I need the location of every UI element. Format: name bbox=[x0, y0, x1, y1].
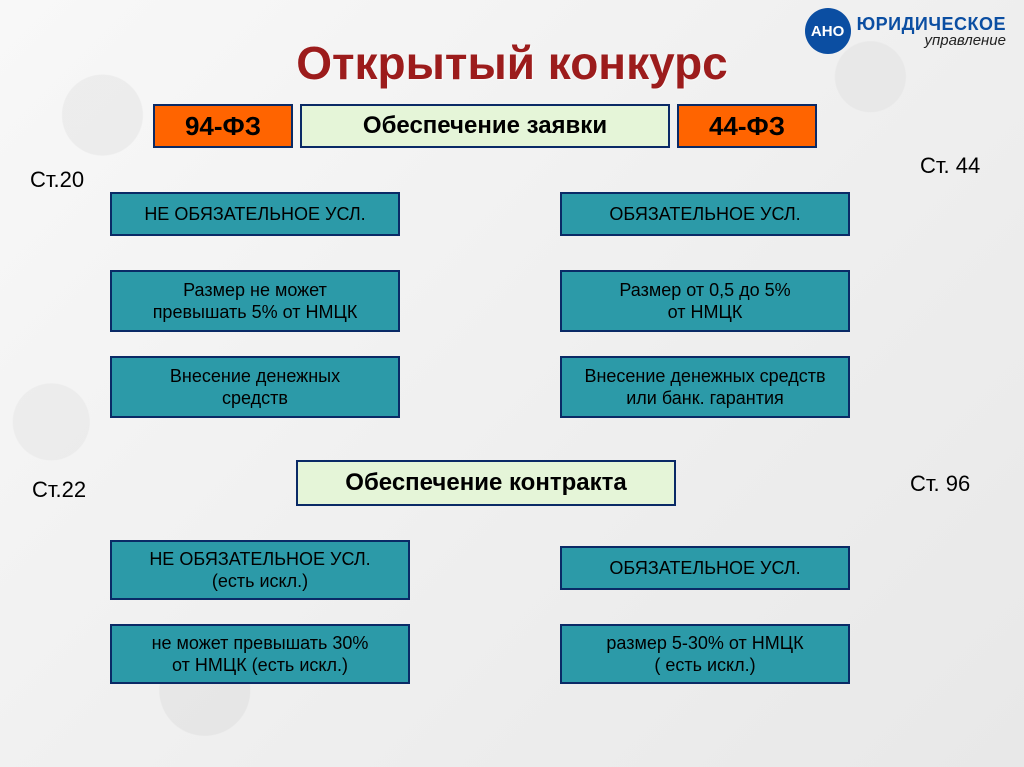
law-badge-44fz: 44-ФЗ bbox=[677, 104, 817, 148]
page-title: Открытый конкурс bbox=[0, 36, 1024, 90]
sec1-right-2: Внесение денежных средств или банк. гара… bbox=[560, 356, 850, 418]
article-label-top_left: Ст.20 bbox=[30, 166, 84, 194]
law-badge-94fz: 94-ФЗ bbox=[153, 104, 293, 148]
logo-line1: ЮРИДИЧЕСКОЕ bbox=[857, 15, 1006, 33]
article-label-top_right: Ст. 44 bbox=[920, 152, 980, 180]
sec1-left-1: Размер не может превышать 5% от НМЦК bbox=[110, 270, 400, 332]
sec1-left-0: НЕ ОБЯЗАТЕЛЬНОЕ УСЛ. bbox=[110, 192, 400, 236]
section-header-contract: Обеспечение контракта bbox=[296, 460, 676, 506]
sec1-right-0: ОБЯЗАТЕЛЬНОЕ УСЛ. bbox=[560, 192, 850, 236]
sec2-right-1: размер 5-30% от НМЦК ( есть искл.) bbox=[560, 624, 850, 684]
sec2-left-0: НЕ ОБЯЗАТЕЛЬНОЕ УСЛ. (есть искл.) bbox=[110, 540, 410, 600]
sec1-left-2: Внесение денежных средств bbox=[110, 356, 400, 418]
sec1-right-1: Размер от 0,5 до 5% от НМЦК bbox=[560, 270, 850, 332]
sec2-right-0: ОБЯЗАТЕЛЬНОЕ УСЛ. bbox=[560, 546, 850, 590]
article-label-mid_left: Ст.22 bbox=[32, 476, 86, 504]
section-header-application: Обеспечение заявки bbox=[300, 104, 670, 148]
sec2-left-1: не может превышать 30% от НМЦК (есть иск… bbox=[110, 624, 410, 684]
article-label-mid_right: Ст. 96 bbox=[910, 470, 970, 498]
